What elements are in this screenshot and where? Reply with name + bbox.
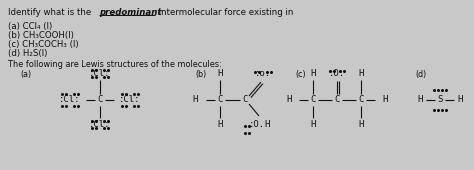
Text: C: C [242, 96, 248, 105]
Text: (a): (a) [20, 70, 31, 79]
Text: :Cl:: :Cl: [89, 69, 111, 78]
Text: H: H [310, 120, 316, 129]
Text: :Cl:: :Cl: [59, 96, 81, 105]
Text: C: C [97, 96, 103, 105]
Text: (b): (b) [195, 70, 206, 79]
Text: :Cl:: :Cl: [89, 120, 111, 129]
Text: :o:: :o: [255, 69, 271, 78]
Text: C: C [310, 96, 316, 105]
Text: :O.: :O. [249, 120, 265, 129]
Text: (c) CH₃COCH₃ (l): (c) CH₃COCH₃ (l) [8, 40, 79, 49]
Text: predominant: predominant [99, 8, 162, 17]
Text: H: H [286, 96, 292, 105]
Text: H: H [192, 96, 198, 105]
Text: (a) CCl₄ (l): (a) CCl₄ (l) [8, 22, 52, 31]
Text: H: H [383, 96, 388, 105]
Text: H: H [358, 69, 364, 78]
Text: H: H [217, 120, 223, 129]
Text: :Cl:: :Cl: [119, 96, 141, 105]
Text: S: S [438, 96, 443, 105]
Text: intermolecular force existing in: intermolecular force existing in [156, 8, 293, 17]
Text: :O:: :O: [329, 69, 345, 78]
Text: H: H [457, 96, 463, 105]
Text: C: C [217, 96, 223, 105]
Text: (c): (c) [295, 70, 306, 79]
Text: H: H [217, 69, 223, 78]
Text: C: C [334, 96, 340, 105]
Text: (b) CH₃COOH(l): (b) CH₃COOH(l) [8, 31, 74, 40]
Text: (d) H₂S(l): (d) H₂S(l) [8, 49, 47, 58]
Text: The following are Lewis structures of the molecules:: The following are Lewis structures of th… [8, 60, 222, 69]
Text: H: H [358, 120, 364, 129]
Text: C: C [358, 96, 364, 105]
Text: H: H [310, 69, 316, 78]
Text: (d): (d) [415, 70, 426, 79]
Text: H: H [417, 96, 423, 105]
Text: H: H [264, 120, 270, 129]
Text: Identify what is the: Identify what is the [8, 8, 94, 17]
